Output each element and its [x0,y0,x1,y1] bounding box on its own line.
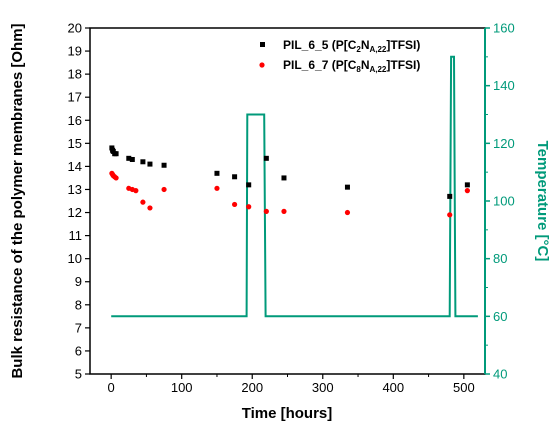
plot-frame [89,27,486,375]
temperature-series [111,55,478,318]
data-point-square [447,193,453,199]
data-point-circle [447,212,453,218]
y-tick-label: 17 [68,90,82,105]
y2-axis-label: Temperature [°C] [534,141,550,262]
y-tick-label: 10 [68,251,82,266]
y-tick-label: 15 [68,136,82,151]
data-point-square [232,174,238,180]
data-point-square [113,151,119,157]
data-point-square [129,156,135,162]
y-tick-label: 13 [68,182,82,197]
legend-entry-2: PIL_6_7 (P[C8NA,22]TFSI) [283,58,420,74]
data-point-circle [263,208,269,214]
y-tick-label: 8 [75,297,82,312]
legend-entry-1: PIL_6_5 (P[C2NA,22]TFSI) [283,38,420,54]
y-tick-label: 19 [68,44,82,59]
axis-ticks: 0 100 200 300 400 500 5 6 7 8 9 10 11 12 13 14 15 16 17 18 1… [68,21,515,396]
data-point-circle [140,199,146,205]
y2-tick-label: 60 [493,309,507,324]
data-point-square [344,184,350,190]
y2-tick-label: 100 [493,194,515,209]
y-tick-label: 16 [68,113,82,128]
y2-tick-label: 40 [493,367,507,382]
x-axis-label: Time [hours] [242,405,333,422]
data-point-circle [113,175,119,181]
data-point-circle [344,209,351,216]
data-point-circle [161,186,167,193]
y-tick-label: 9 [75,274,82,289]
data-point-square [464,182,470,188]
y-tick-label: 7 [75,320,82,335]
y-tick-label: 12 [68,205,82,220]
data-point-square [126,155,132,161]
x-tick-label: 0 [108,380,115,395]
y-tick-label: 11 [69,228,83,243]
x-tick-label: 400 [382,380,404,395]
data-point-circle [231,201,238,208]
legend: PIL_6_5 (P[C2NA,22]TFSI) PIL_6_7 (P[C8NA… [259,38,420,74]
y2-tick-label: 140 [493,78,515,93]
data-point-square [246,182,252,188]
x-tick-label: 300 [312,380,334,395]
y-tick-label: 18 [68,67,82,82]
data-point-circle [246,204,252,210]
y-tick-label: 5 [75,367,82,382]
x-tick-label: 100 [171,380,193,395]
data-point-square [140,159,146,165]
y2-tick-label: 120 [493,136,515,151]
data-point-circle [214,185,220,191]
data-point-square [263,155,269,161]
data-point-square [281,175,287,181]
x-tick-label: 500 [453,380,475,395]
data-point-circle [147,205,153,211]
legend-marker-circle [259,62,265,68]
legend-marker-square [260,42,265,47]
x-tick-label: 200 [241,380,263,395]
data-point-square [214,170,220,176]
data-point-square [161,162,167,168]
temperature-line [111,55,478,318]
data-point-square [147,161,153,167]
data-point-circle [464,188,470,194]
y-tick-label: 20 [68,21,82,36]
data-point-circle [133,188,139,194]
y2-tick-label: 80 [493,251,507,266]
data-point-circle [281,208,287,214]
data-markers [109,145,470,218]
y2-tick-label: 160 [493,21,515,36]
y-tick-label: 6 [75,343,82,358]
y-tick-label: 14 [68,159,82,174]
y-axis-label: Bulk resistance of the polymer membranes… [9,23,26,378]
